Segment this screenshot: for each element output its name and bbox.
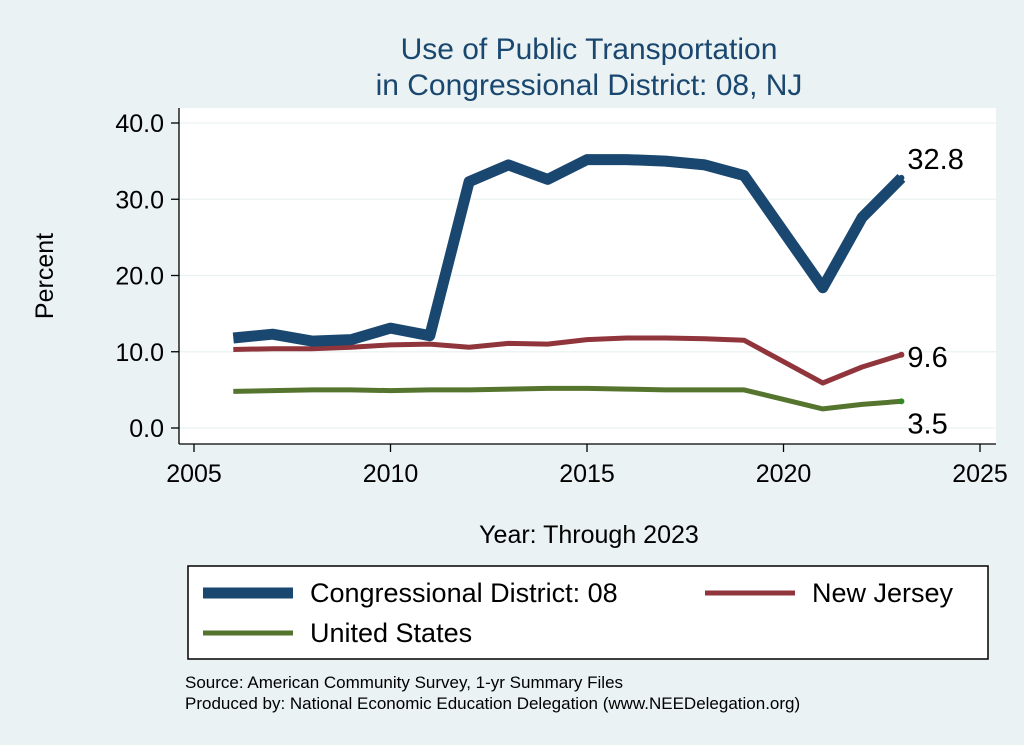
- series-end-marker: [898, 398, 905, 405]
- series-end-label: 9.6: [907, 342, 947, 374]
- chart-title-line-1: Use of Public Transportation: [401, 33, 778, 66]
- series-line-united-states: [233, 385, 902, 412]
- x-tick-label: 2025: [952, 460, 1008, 488]
- y-tick-label: 0.0: [129, 415, 164, 443]
- legend-label-new-jersey: New Jersey: [812, 578, 954, 608]
- y-tick-label: 20.0: [115, 263, 164, 291]
- end-labels: 32.8 9.6 3.5: [907, 144, 963, 440]
- producer-note: Produced by: National Economic Education…: [185, 694, 800, 713]
- source-note: Source: American Community Survey, 1-yr …: [185, 673, 623, 692]
- y-axis: 0.0 10.0 20.0 30.0 40.0: [115, 108, 180, 444]
- series-end-marker: [898, 174, 905, 181]
- series-end-label: 32.8: [907, 144, 963, 176]
- y-axis-title: Percent: [31, 233, 59, 319]
- x-tick-label: 2010: [363, 460, 419, 488]
- x-tick-label: 2005: [166, 460, 222, 488]
- legend-label-united-states: United States: [310, 618, 472, 648]
- series-end-marker: [898, 351, 905, 358]
- legend: Congressional District: 08 New Jersey Un…: [187, 565, 989, 660]
- chart-title-line-2: in Congressional District: 08, NJ: [376, 69, 803, 102]
- series-line-new-jersey: [233, 335, 903, 386]
- y-tick-label: 30.0: [115, 186, 164, 214]
- legend-label-district: Congressional District: 08: [310, 578, 618, 608]
- x-axis: 2005 2010 2015 2020 2025: [166, 443, 1008, 488]
- series-line-district: [232, 154, 906, 347]
- legend-box: [187, 565, 989, 660]
- series-lines: [232, 154, 906, 412]
- x-axis-title: Year: Through 2023: [479, 521, 699, 549]
- gridlines: [179, 122, 996, 429]
- y-tick-label: 10.0: [115, 339, 164, 367]
- x-tick-label: 2015: [559, 460, 615, 488]
- series-end-label: 3.5: [907, 408, 947, 440]
- y-tick-label: 40.0: [115, 110, 164, 138]
- x-tick-label: 2020: [756, 460, 812, 488]
